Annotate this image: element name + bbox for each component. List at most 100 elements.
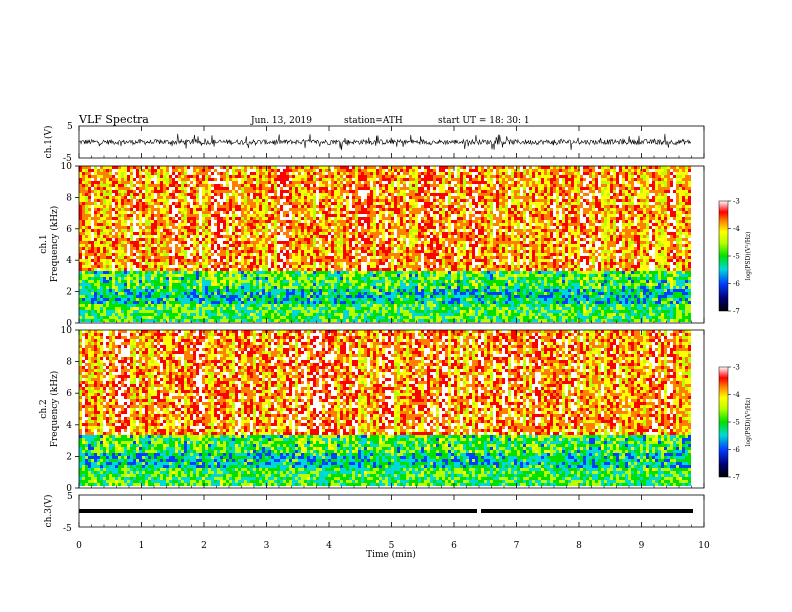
spectrogram-cell-ch1 bbox=[208, 232, 211, 235]
spectrogram-cell-ch1 bbox=[205, 310, 208, 313]
spectrogram-cell-ch1 bbox=[226, 178, 229, 181]
spectrogram-cell-ch1 bbox=[97, 244, 100, 247]
spectrogram-cell-ch1 bbox=[202, 271, 205, 274]
spectrogram-cell-ch1 bbox=[265, 277, 268, 280]
spectrogram-cell-ch1 bbox=[253, 286, 256, 289]
spectrogram-cell-ch1 bbox=[244, 166, 247, 169]
spectrogram-cell-ch1 bbox=[163, 319, 166, 322]
spectrogram-cell-ch1 bbox=[196, 316, 199, 319]
spectrogram-cell-ch1 bbox=[235, 187, 238, 190]
spectrogram-cell-ch1 bbox=[226, 295, 229, 298]
spectrogram-cell-ch1 bbox=[352, 289, 355, 292]
spectrogram-cell-ch1 bbox=[145, 196, 148, 199]
spectrogram-cell-ch1 bbox=[232, 259, 235, 262]
spectrogram-cell-ch1 bbox=[229, 208, 232, 211]
spectrogram-cell-ch1 bbox=[136, 175, 139, 178]
spectrogram-cell-ch1 bbox=[154, 298, 157, 301]
spectrogram-cell-ch1 bbox=[295, 262, 298, 265]
spectrogram-cell-ch1 bbox=[292, 196, 295, 199]
spectrogram-cell-ch1 bbox=[127, 214, 130, 217]
spectrogram-cell-ch1 bbox=[352, 211, 355, 214]
spectrogram-cell-ch1 bbox=[85, 286, 88, 289]
spectrogram-cell-ch1 bbox=[130, 241, 133, 244]
spectrogram-cell-ch1 bbox=[169, 259, 172, 262]
spectrogram-cell-ch1 bbox=[142, 211, 145, 214]
spectrogram-cell-ch1 bbox=[193, 295, 196, 298]
spectrogram-cell-ch1 bbox=[313, 166, 316, 169]
spectrogram-cell-ch1 bbox=[271, 229, 274, 232]
spectrogram-cell-ch1 bbox=[283, 313, 286, 316]
spectrogram-cell-ch1 bbox=[133, 274, 136, 277]
spectrogram-cell-ch1 bbox=[325, 265, 328, 268]
spectrogram-cell-ch1 bbox=[160, 172, 163, 175]
spectrogram-cell-ch1 bbox=[91, 214, 94, 217]
spectrogram-cell-ch1 bbox=[307, 172, 310, 175]
spectrogram-cell-ch1 bbox=[310, 313, 313, 316]
spectrogram-cell-ch1 bbox=[226, 232, 229, 235]
spectrogram-cell-ch1 bbox=[115, 280, 118, 283]
spectrogram-cell-ch1 bbox=[118, 268, 121, 271]
spectrogram-cell-ch1 bbox=[88, 214, 91, 217]
spectrogram-cell-ch1 bbox=[88, 247, 91, 250]
spectrogram-cell-ch1 bbox=[181, 265, 184, 268]
spectrogram-cell-ch1 bbox=[241, 271, 244, 274]
spectrogram-cell-ch1 bbox=[151, 226, 154, 229]
spectrogram-cell-ch1 bbox=[124, 247, 127, 250]
spectrogram-cell-ch1 bbox=[220, 169, 223, 172]
spectrogram-cell-ch1 bbox=[193, 241, 196, 244]
spectrogram-cell-ch1 bbox=[250, 244, 253, 247]
spectrogram-cell-ch1 bbox=[193, 166, 196, 169]
spectrogram-cell-ch1 bbox=[199, 232, 202, 235]
spectrogram-cell-ch1 bbox=[322, 166, 325, 169]
spectrogram-cell-ch1 bbox=[124, 307, 127, 310]
spectrogram-cell-ch1 bbox=[346, 262, 349, 265]
spectrogram-cell-ch1 bbox=[250, 172, 253, 175]
spectrogram-cell-ch1 bbox=[190, 250, 193, 253]
spectrogram-cell-ch1 bbox=[325, 304, 328, 307]
spectrogram-cell-ch1 bbox=[106, 232, 109, 235]
spectrogram-cell-ch1 bbox=[334, 268, 337, 271]
spectrogram-cell-ch1 bbox=[292, 253, 295, 256]
spectrogram-cell-ch1 bbox=[202, 304, 205, 307]
spectrogram-cell-ch1 bbox=[331, 235, 334, 238]
spectrogram-cell-ch1 bbox=[124, 268, 127, 271]
spectrogram-cell-ch1 bbox=[94, 223, 97, 226]
spectrogram-cell-ch1 bbox=[151, 247, 154, 250]
spectrogram-cell-ch1 bbox=[349, 262, 352, 265]
spectrogram-cell-ch1 bbox=[133, 280, 136, 283]
spectrogram-cell-ch1 bbox=[112, 310, 115, 313]
spectrogram-cell-ch1 bbox=[196, 190, 199, 193]
spectrogram-cell-ch1 bbox=[271, 235, 274, 238]
spectrogram-cell-ch1 bbox=[82, 253, 85, 256]
spectrogram-cell-ch1 bbox=[199, 262, 202, 265]
spectrogram-cell-ch1 bbox=[217, 217, 220, 220]
spectrogram-cell-ch1 bbox=[178, 265, 181, 268]
spectrogram-cell-ch1 bbox=[196, 298, 199, 301]
spectrogram-cell-ch1 bbox=[199, 307, 202, 310]
spectrogram-cell-ch1 bbox=[259, 247, 262, 250]
spectrogram-cell-ch1 bbox=[298, 175, 301, 178]
spectrogram-cell-ch1 bbox=[226, 172, 229, 175]
spectrogram-cell-ch1 bbox=[253, 238, 256, 241]
spectrogram-cell-ch1 bbox=[109, 193, 112, 196]
spectrogram-cell-ch1 bbox=[352, 175, 355, 178]
spectrogram-cell-ch1 bbox=[100, 211, 103, 214]
spectrogram-cell-ch1 bbox=[226, 259, 229, 262]
spectrogram-cell-ch1 bbox=[277, 238, 280, 241]
spectrogram-cell-ch1 bbox=[187, 250, 190, 253]
spectrogram-cell-ch1 bbox=[139, 175, 142, 178]
spectrogram-cell-ch1 bbox=[94, 169, 97, 172]
spectrogram-cell-ch1 bbox=[334, 241, 337, 244]
spectrogram-cell-ch1 bbox=[130, 298, 133, 301]
spectrogram-cell-ch1 bbox=[280, 295, 283, 298]
spectrogram-cell-ch1 bbox=[250, 268, 253, 271]
spectrogram-cell-ch1 bbox=[220, 166, 223, 169]
spectrogram-cell-ch1 bbox=[265, 286, 268, 289]
spectrogram-cell-ch1 bbox=[226, 235, 229, 238]
spectrogram-cell-ch1 bbox=[355, 274, 358, 277]
spectrogram-cell-ch1 bbox=[292, 193, 295, 196]
spectrogram-cell-ch1 bbox=[271, 172, 274, 175]
spectrogram-cell-ch1 bbox=[193, 181, 196, 184]
spectrogram-cell-ch1 bbox=[88, 226, 91, 229]
spectrogram-cell-ch1 bbox=[289, 202, 292, 205]
